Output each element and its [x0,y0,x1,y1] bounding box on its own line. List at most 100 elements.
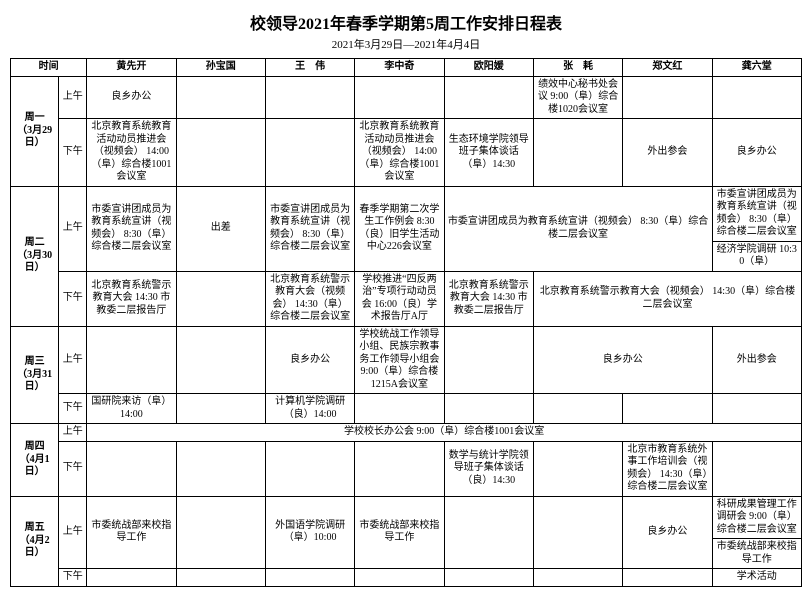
wed-pm-zy [533,394,622,424]
mon-date: （3月29日） [17,125,52,149]
mon-pm-glt: 良乡办公 [712,119,801,187]
thu-am-slot: 上午 [59,424,87,442]
wed-pm-glt [712,394,801,424]
fri-am-row1: 周五 （4月2日） 上午 市委统战部来校指导工作 外国语学院调研（阜）10:00… [11,496,802,539]
thu-pm-hxk [87,441,176,496]
mon-am-row: 周一 （3月29日） 上午 良乡办公 绩效中心秘书处会议 9:00（阜）综合楼1… [11,76,802,119]
tue-am-row1: 周二 （3月30日） 上午 市委宣讲团成员为教育系统宣讲（视频会） 8:30（阜… [11,186,802,241]
tue-am-hxk: 市委宣讲团成员为教育系统宣讲（视频会） 8:30（阜）综合楼二层会议室 [87,186,176,271]
tue-pm-hxk: 北京教育系统警示教育大会 14:30 市教委二层报告厅 [87,271,176,326]
tue-pm-row: 下午 北京教育系统警示教育大会 14:30 市教委二层报告厅 北京教育系统警示教… [11,271,802,326]
wed-date: （3月31日） [17,369,52,393]
thu-pm-oyy: 数学与统计学院领导班子集体谈话（良）14:30 [444,441,533,496]
tue-pm-lzq: 学校推进“四反两治”专项行动动员会 16:00（良）学术报告厅A厅 [355,271,444,326]
mon-am-oyy [444,76,533,119]
wed-am-sbg [176,326,265,394]
header-person-0: 黄先开 [87,59,176,77]
mon-pm-oyy: 生态环境学院领导班子集体谈话（阜）14:30 [444,119,533,187]
thu-pm-ww [265,441,354,496]
thu-label: 周四 （4月1日） [11,424,59,497]
tue-am-lzq: 春季学期第二次学生工作例会 8:30（良）旧学生活动中心226会议室 [355,186,444,271]
wed-am-zy: 良乡办公 [533,326,712,394]
thu-am-merged: 学校校长办公会 9:00（阜）综合楼1001会议室 [87,424,802,442]
fri-am-hxk: 市委统战部来校指导工作 [87,496,176,569]
wed-pm-slot: 下午 [59,394,87,424]
tue-date: （3月30日） [17,250,52,274]
wed-am-ww: 良乡办公 [265,326,354,394]
fri-am-zy [533,496,622,569]
thu-pm-slot: 下午 [59,441,87,496]
wed-pm-ww: 计算机学院调研（良）14:00 [265,394,354,424]
fri-pm-sbg [176,569,265,587]
fri-am-lzq: 市委统战部来校指导工作 [355,496,444,569]
header-person-7: 龚六堂 [712,59,801,77]
fri-am-zwh: 良乡办公 [623,496,712,569]
tue-am-ww: 市委宣讲团成员为教育系统宣讲（视频会） 8:30（阜）综合楼二层会议室 [265,186,354,271]
fri-pm-glt: 学术活动 [712,569,801,587]
mon-am-ww [265,76,354,119]
tue-am-slot: 上午 [59,186,87,271]
wed-pm-hxk: 国研院来访（阜）14:00 [87,394,176,424]
header-person-3: 李中奇 [355,59,444,77]
thu-pm-lzq [355,441,444,496]
page-subtitle: 2021年3月29日—2021年4月4日 [10,36,802,52]
wed-am-glt: 外出参会 [712,326,801,394]
mon-pm-zwh: 外出参会 [623,119,712,187]
fri-am-sbg [176,496,265,569]
fri-pm-zy [533,569,622,587]
fri-pm-hxk [87,569,176,587]
mon-am-sbg [176,76,265,119]
mon-pm-lzq: 北京教育系统教育活动动员推进会（视频会） 14:00（阜）综合楼1001会议室 [355,119,444,187]
wed-pm-oyy [444,394,533,424]
wed-am-hxk [87,326,176,394]
tue-pm-slot: 下午 [59,271,87,326]
thu-name: 周四 [25,441,45,452]
thu-pm-zy [533,441,622,496]
mon-am-zy: 绩效中心秘书处会议 9:00（阜）综合楼1020会议室 [533,76,622,119]
thu-date: （4月1日） [20,454,50,478]
mon-pm-ww [265,119,354,187]
header-person-2: 王 伟 [265,59,354,77]
tue-pm-sbg [176,271,265,326]
fri-pm-slot: 下午 [59,569,87,587]
wed-pm-sbg [176,394,265,424]
wed-pm-zwh [623,394,712,424]
tue-name: 周二 [25,237,45,248]
fri-am-oyy [444,496,533,569]
fri-pm-oyy [444,569,533,587]
thu-pm-zwh: 北京市教育系统外事工作培训会（视频会） 14:30（阜）综合楼二层会议室 [623,441,712,496]
thu-pm-sbg [176,441,265,496]
fri-date: （4月2日） [20,535,50,559]
mon-am-lzq [355,76,444,119]
mon-pm-hxk: 北京教育系统教育活动动员推进会（视频会） 14:00（阜）综合楼1001会议室 [87,119,176,187]
mon-am-hxk: 良乡办公 [87,76,176,119]
fri-pm-ww [265,569,354,587]
wed-pm-lzq [355,394,444,424]
mon-pm-zy [533,119,622,187]
tue-am-glt1: 市委宣讲团成员为教育系统宣讲（视频会） 8:30（阜）综合楼二层会议室 [712,186,801,241]
tue-label: 周二 （3月30日） [11,186,59,326]
tue-am-glt2: 经济学院调研 10:30（阜） [712,241,801,271]
header-person-5: 张 耗 [533,59,622,77]
header-person-4: 欧阳媛 [444,59,533,77]
header-person-1: 孙宝国 [176,59,265,77]
schedule-table: 时间 黄先开 孙宝国 王 伟 李中奇 欧阳媛 张 耗 郑文红 龚六堂 周一 （3… [10,58,802,587]
thu-pm-row: 下午 数学与统计学院领导班子集体谈话（良）14:30 北京市教育系统外事工作培训… [11,441,802,496]
mon-pm-slot: 下午 [59,119,87,187]
fri-am-ww: 外国语学院调研（阜）10:00 [265,496,354,569]
mon-pm-row: 下午 北京教育系统教育活动动员推进会（视频会） 14:00（阜）综合楼1001会… [11,119,802,187]
tue-pm-merged: 北京教育系统警示教育大会（视频会） 14:30（阜）综合楼二层会议室 [533,271,801,326]
tue-am-sbg: 出差 [176,186,265,271]
header-time: 时间 [11,59,87,77]
wed-am-lzq: 学校统战工作领导小组、民族宗教事务工作领导小组会 9:00（阜）综合楼1215A… [355,326,444,394]
mon-label: 周一 （3月29日） [11,76,59,186]
fri-pm-lzq [355,569,444,587]
wed-name: 周三 [25,356,45,367]
tue-am-merged: 市委宣讲团成员为教育系统宣讲（视频会） 8:30（阜）综合楼二层会议室 [444,186,712,271]
fri-am-slot: 上午 [59,496,87,569]
thu-pm-glt [712,441,801,496]
tue-pm-oyy: 北京教育系统警示教育大会 14:30 市教委二层报告厅 [444,271,533,326]
wed-am-slot: 上午 [59,326,87,394]
mon-am-glt [712,76,801,119]
tue-pm-ww: 北京教育系统警示教育大会（视频会） 14:30（阜）综合楼二层会议室 [265,271,354,326]
